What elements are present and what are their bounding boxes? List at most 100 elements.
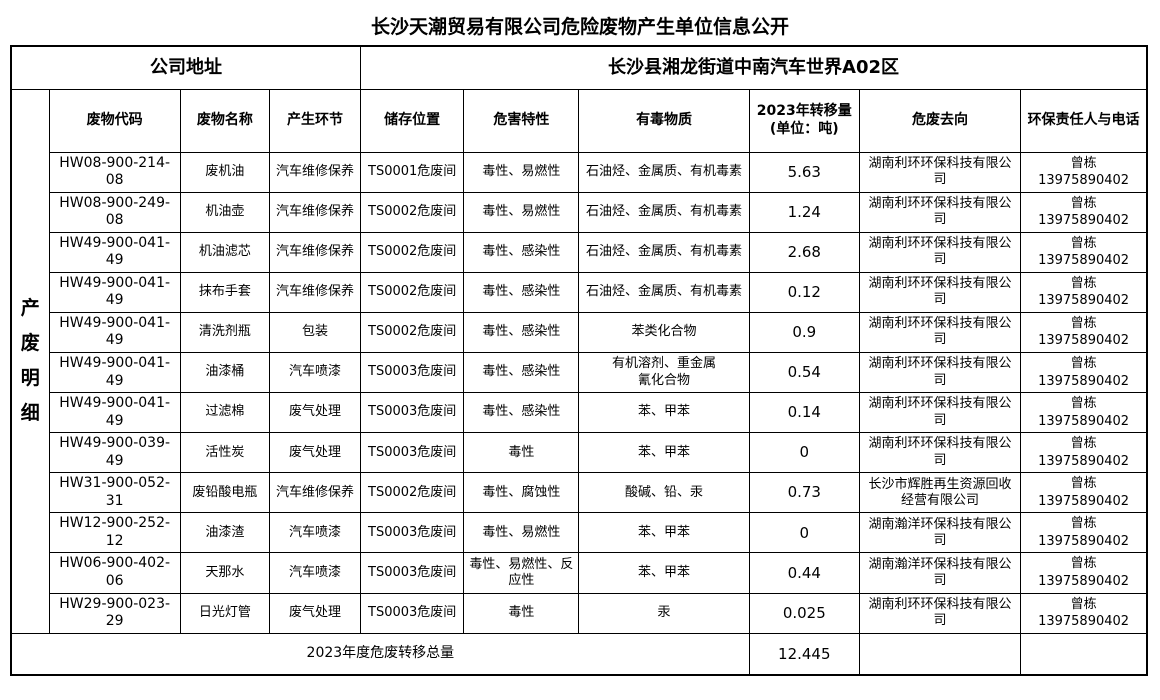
cell-destination: 湖南利环环保科技有限公司: [858, 432, 1022, 474]
cell-hazard: 毒性: [463, 432, 580, 474]
table-row: HW31-900-052-31 废铅酸电瓶 汽车维修保养 TS0002危废间 毒性、腐蚀…: [11, 472, 1148, 514]
cell-hazard: 毒性、感染性: [463, 311, 580, 353]
cell-stage: 汽车喷漆: [268, 512, 362, 554]
cell-contact: 曾栋 13975890402: [1020, 552, 1148, 594]
cell-amount: 5.63: [748, 151, 860, 193]
cell-name: 日光灯管: [179, 592, 270, 634]
cell-contact: 曾栋 13975890402: [1020, 191, 1148, 233]
cell-amount: 0.14: [748, 392, 860, 434]
contact-phone: 13975890402: [1038, 453, 1130, 469]
cell-hazard: 毒性: [463, 592, 580, 634]
footer-empty-cell: [1020, 632, 1148, 676]
cell-storage: TS0002危废间: [360, 271, 465, 313]
cell-contact: 曾栋 13975890402: [1020, 351, 1148, 394]
footer-empty-cell: [858, 632, 1022, 676]
cell-amount: 0.9: [748, 311, 860, 353]
cell-name: 油漆渣: [179, 512, 270, 554]
contact-phone: 13975890402: [1038, 533, 1130, 549]
cell-toxic: 苯类化合物: [578, 311, 750, 353]
cell-stage: 废气处理: [268, 392, 362, 434]
col-header-name: 废物名称: [179, 88, 270, 153]
cell-toxic: 苯、甲苯: [578, 392, 750, 434]
col-header-stage: 产生环节: [268, 88, 362, 153]
cell-stage: 包装: [268, 311, 362, 353]
col-header-hazard: 危害特性: [463, 88, 580, 153]
contact-phone: 13975890402: [1038, 373, 1130, 389]
cell-hazard: 毒性、易燃性、反应性: [463, 552, 580, 594]
cell-hazard: 毒性、感染性: [463, 271, 580, 313]
cell-contact: 曾栋 13975890402: [1020, 151, 1148, 193]
company-address-value: 长沙县湘龙街道中南汽车世界A02区: [360, 45, 1148, 90]
table-row: HW49-900-039-49 活性炭 废气处理 TS0003危废间 毒性 苯、甲苯 0 湖南…: [11, 432, 1148, 474]
cell-amount: 0.54: [748, 351, 860, 394]
column-header-row: 产废明细 废物代码 废物名称 产生环节 储存位置 危害特性 有毒物质 2023年…: [10, 88, 1148, 634]
table-row: HW06-900-402-06 天那水 汽车喷漆 TS0003危废间 毒性、易燃性、反应…: [11, 552, 1148, 594]
company-address-label: 公司地址: [10, 45, 362, 90]
cell-name: 天那水: [179, 552, 270, 594]
table-row: HW08-900-249-08 机油壶 汽车维修保养 TS0002危废间 毒性、易燃性石…: [11, 191, 1148, 233]
col-header-code: 废物代码: [48, 88, 181, 153]
cell-hazard: 毒性、腐蚀性: [463, 472, 580, 514]
cell-code: HW29-900-023-29: [48, 592, 181, 634]
contact-phone: 13975890402: [1038, 173, 1130, 189]
cell-toxic: 酸碱、铅、汞: [578, 472, 750, 514]
cell-name: 机油滤芯: [179, 231, 270, 273]
contact-name: 曾栋: [1070, 396, 1097, 412]
cell-storage: TS0002危废间: [360, 191, 465, 233]
contact-name: 曾栋: [1070, 476, 1097, 492]
cell-destination: 湖南瀚洋环保科技有限公司: [858, 552, 1022, 594]
cell-contact: 曾栋 13975890402: [1020, 472, 1148, 514]
cell-contact: 曾栋 13975890402: [1020, 592, 1148, 634]
waste-table: 公司地址 长沙县湘龙街道中南汽车世界A02区 产废明细 废物代码 废物名称 产生…: [10, 45, 1148, 677]
cell-code: HW08-900-214-08: [48, 151, 181, 193]
footer-row: 2023年度危废转移总量 12.445: [10, 632, 1148, 676]
cell-name: 清洗剂瓶: [179, 311, 270, 353]
cell-code: HW49-900-041-49: [48, 271, 181, 313]
cell-code: HW49-900-041-49: [48, 392, 181, 434]
contact-phone: 13975890402: [1038, 573, 1130, 589]
cell-hazard: 毒性、易燃性: [463, 512, 580, 554]
cell-hazard: 毒性、易燃性: [463, 151, 580, 193]
page-title: 长沙天潮贸易有限公司危险废物产生单位信息公开: [370, 16, 789, 38]
cell-toxic: 石油烃、金属质、有机毒素: [578, 271, 750, 313]
cell-name: 过滤棉: [179, 392, 270, 434]
cell-name: 活性炭: [179, 432, 270, 474]
cell-storage: TS0003危废间: [360, 552, 465, 594]
side-label-cell: 产废明细: [10, 88, 50, 634]
cell-destination: 湖南利环环保科技有限公司: [858, 191, 1022, 233]
contact-name: 曾栋: [1070, 315, 1097, 331]
contact-phone: 13975890402: [1038, 333, 1130, 349]
cell-name: 废机油: [179, 151, 270, 193]
cell-storage: TS0002危废间: [360, 231, 465, 273]
cell-toxic: 苯、甲苯: [578, 512, 750, 554]
cell-contact: 曾栋 13975890402: [1020, 432, 1148, 474]
cell-storage: TS0003危废间: [360, 432, 465, 474]
cell-hazard: 毒性、感染性: [463, 351, 580, 394]
cell-toxic: 汞: [578, 592, 750, 634]
contact-name: 曾栋: [1070, 436, 1097, 452]
contact-name: 曾栋: [1070, 195, 1097, 211]
cell-code: HW08-900-249-08: [48, 191, 181, 233]
cell-contact: 曾栋 13975890402: [1020, 512, 1148, 554]
cell-toxic: 石油烃、金属质、有机毒素: [578, 231, 750, 273]
contact-phone: 13975890402: [1038, 213, 1130, 229]
cell-storage: TS0003危废间: [360, 592, 465, 634]
table-row: HW49-900-041-49 抹布手套 汽车维修保养 TS0002危废间 毒性、感染性…: [11, 271, 1148, 313]
cell-hazard: 毒性、感染性: [463, 392, 580, 434]
contact-phone: 13975890402: [1038, 614, 1130, 630]
cell-name: 抹布手套: [179, 271, 270, 313]
cell-contact: 曾栋 13975890402: [1020, 392, 1148, 434]
col-header-toxic: 有毒物质: [578, 88, 750, 153]
contact-phone: 13975890402: [1038, 253, 1130, 269]
cell-code: HW06-900-402-06: [48, 552, 181, 594]
cell-destination: 长沙市辉胜再生资源回收经营有限公司: [858, 472, 1022, 514]
contact-name: 曾栋: [1070, 596, 1097, 612]
cell-destination: 湖南利环环保科技有限公司: [858, 271, 1022, 313]
cell-amount: 0.025: [748, 592, 860, 634]
cell-amount: 0.44: [748, 552, 860, 594]
table-row: HW49-900-041-49 过滤棉 废气处理 TS0003危废间 毒性、感染性 苯、甲…: [11, 392, 1148, 434]
cell-destination: 湖南利环环保科技有限公司: [858, 351, 1022, 394]
contact-name: 曾栋: [1070, 235, 1097, 251]
cell-amount: 0: [748, 512, 860, 554]
